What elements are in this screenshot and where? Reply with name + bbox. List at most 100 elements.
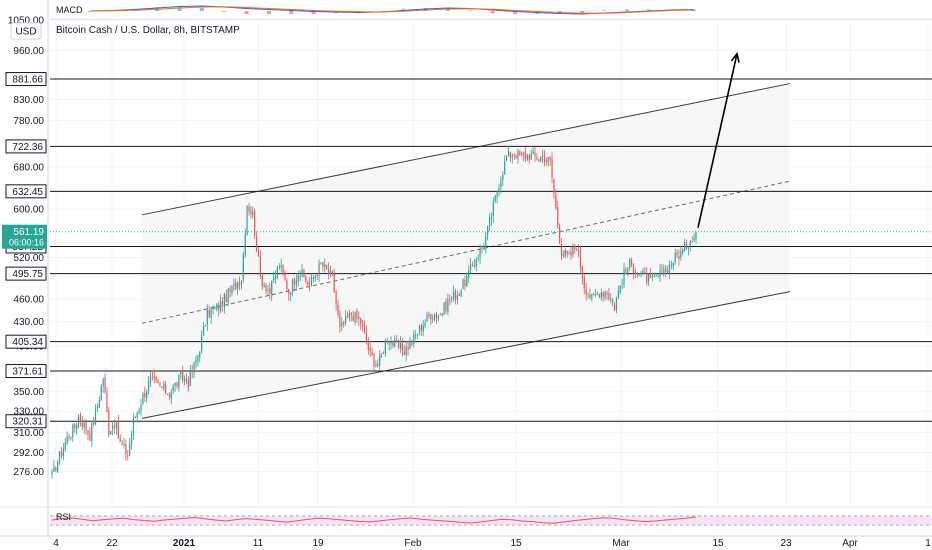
- macd-signal-line: [89, 6, 695, 14]
- level-price-tag[interactable]: [5, 414, 47, 429]
- candle-body: [193, 361, 195, 374]
- price-tick-label: 350.00: [13, 387, 44, 398]
- candle: [129, 437, 131, 457]
- candle-body: [252, 211, 254, 216]
- candle: [481, 245, 483, 254]
- price-axis[interactable]: 1050.00 960.00 830.00 780.00 680.00 600.00 520…: [2, 0, 49, 536]
- candle: [259, 249, 261, 280]
- candle: [382, 351, 385, 355]
- candle-body: [466, 275, 468, 287]
- candle-body: [85, 421, 87, 431]
- candle: [581, 265, 583, 285]
- level-price-tag[interactable]: [5, 364, 47, 379]
- time-tick-label: 11: [253, 538, 264, 549]
- candle-body: [202, 326, 205, 336]
- candle-body: [593, 293, 595, 295]
- candle-body: [352, 316, 354, 322]
- projection-arrow[interactable]: [697, 53, 738, 228]
- candle: [612, 297, 614, 307]
- candle-body: [273, 278, 275, 280]
- candle-body: [301, 269, 303, 276]
- currency-button[interactable]: [10, 22, 42, 40]
- candle-body: [79, 414, 82, 422]
- level-price-tag[interactable]: [5, 72, 47, 87]
- candle-body: [505, 156, 508, 161]
- candle: [365, 325, 368, 345]
- price-tick-label: 960.00: [13, 46, 44, 57]
- candle: [94, 404, 97, 426]
- channel-lower-line[interactable]: [141, 291, 791, 419]
- candle-body: [413, 334, 415, 344]
- level-price-tag[interactable]: [5, 334, 47, 349]
- candle: [155, 376, 157, 384]
- candle-body: [182, 371, 184, 381]
- candle-body: [237, 282, 239, 289]
- candle-body: [528, 155, 530, 160]
- candle-body: [666, 269, 669, 274]
- candle-body: [632, 264, 635, 273]
- time-axis[interactable]: 4 22 2021 11 19 Feb 15 Mar 15 23 Apr 1: [0, 535, 932, 549]
- candle-body: [271, 280, 273, 295]
- candle: [74, 423, 76, 433]
- candle-body: [89, 432, 91, 441]
- level-price-label: 722.36: [12, 142, 43, 153]
- candle-body: [195, 359, 197, 363]
- candle: [625, 267, 627, 275]
- level-price-tag[interactable]: [5, 184, 47, 199]
- candle-body: [110, 431, 112, 435]
- current-price-tag[interactable]: [2, 224, 47, 249]
- candle: [394, 335, 396, 348]
- candle: [248, 202, 250, 216]
- currency-button-label[interactable]: USD: [15, 27, 36, 38]
- macd-histogram-bar: [602, 10, 607, 12]
- candle: [477, 254, 479, 262]
- candle-body: [543, 156, 546, 163]
- candle-body: [151, 375, 153, 377]
- candle: [475, 257, 477, 272]
- candle-body: [216, 303, 218, 310]
- candle-body: [159, 383, 161, 386]
- candle-body: [591, 293, 593, 300]
- time-tick-label: 4: [53, 538, 59, 549]
- channel-mid-line[interactable]: [141, 180, 791, 324]
- candle-body: [102, 378, 104, 387]
- candle: [695, 231, 697, 245]
- candle-body: [163, 383, 165, 389]
- candle: [583, 274, 585, 295]
- candle: [435, 312, 438, 325]
- level-price-tag[interactable]: [5, 139, 47, 154]
- candle: [557, 200, 559, 229]
- candle: [663, 264, 665, 278]
- candle: [460, 289, 462, 298]
- candle: [398, 339, 400, 350]
- candle: [439, 312, 441, 316]
- candle: [543, 150, 546, 167]
- candle-body: [568, 252, 570, 254]
- candle-body: [180, 371, 182, 375]
- candle: [375, 360, 377, 368]
- candle: [297, 270, 299, 287]
- candle: [93, 417, 95, 427]
- candle: [87, 429, 89, 441]
- candle: [651, 272, 654, 282]
- candle: [280, 258, 282, 273]
- candle: [104, 373, 106, 394]
- candle-body: [470, 264, 472, 271]
- candle-body: [411, 342, 413, 345]
- candle: [572, 243, 574, 258]
- macd-histogram-bar: [490, 11, 495, 14]
- channel-upper-line[interactable]: [141, 83, 791, 216]
- candle-body: [670, 264, 672, 266]
- candle-body: [511, 155, 513, 157]
- candle-body: [530, 153, 532, 160]
- candle-body: [225, 294, 227, 303]
- candle-body: [604, 292, 606, 298]
- price-tick-label: 276.00: [13, 467, 44, 478]
- level-price-tag[interactable]: [5, 266, 47, 281]
- candle: [648, 273, 650, 286]
- candle: [505, 155, 508, 162]
- candle-body: [74, 424, 76, 429]
- candle: [218, 301, 220, 317]
- candle: [634, 268, 636, 279]
